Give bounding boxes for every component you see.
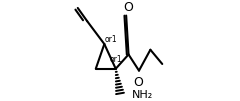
Text: or1: or1 bbox=[110, 55, 122, 64]
Text: NH₂: NH₂ bbox=[131, 90, 153, 100]
Text: O: O bbox=[134, 76, 144, 89]
Text: or1: or1 bbox=[104, 35, 117, 44]
Text: O: O bbox=[124, 1, 133, 14]
